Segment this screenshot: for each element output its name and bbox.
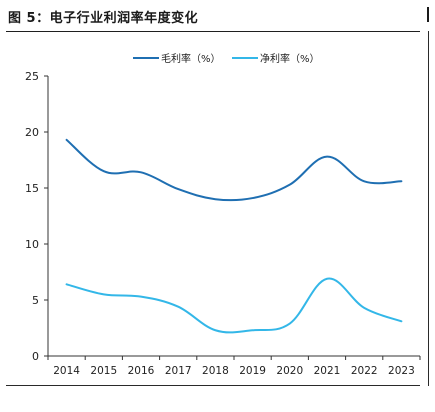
x-tick-label: 2022 xyxy=(351,365,378,377)
axes: 0 5 10 15 20 25 2014 2015 2016 2017 2018 2019 2020 20… xyxy=(25,70,421,377)
x-tick-label: 2020 xyxy=(276,365,303,377)
y-tick-label: 15 xyxy=(25,182,39,195)
legend-label-1: 毛利率（%） xyxy=(161,52,221,65)
legend-label-2: 净利率（%） xyxy=(260,52,320,65)
series-lines xyxy=(65,138,403,334)
x-tick-label: 2017 xyxy=(165,365,192,377)
y-tick-label: 0 xyxy=(32,350,39,363)
series-line-1 xyxy=(65,138,403,202)
series-line-2 xyxy=(65,277,403,334)
x-tick-label: 2018 xyxy=(202,365,229,377)
x-tick-label: 2023 xyxy=(388,365,415,377)
figure-bottom-rule xyxy=(6,385,420,386)
x-tick-label: 2014 xyxy=(53,365,80,377)
x-tick-label: 2015 xyxy=(90,365,117,377)
title-rule xyxy=(6,31,420,32)
x-tick-label: 2019 xyxy=(239,365,266,377)
legend: 毛利率（%） 净利率（%） xyxy=(133,52,320,65)
x-tick-label: 2016 xyxy=(128,365,155,377)
y-tick-label: 25 xyxy=(25,70,39,83)
x-tick-label: 2021 xyxy=(314,365,341,377)
y-tick-label: 10 xyxy=(25,238,39,251)
y-tick-label: 5 xyxy=(32,294,39,307)
adjacent-figure-edge xyxy=(427,7,429,22)
adjacent-figure-border xyxy=(428,31,429,386)
figure-title: 图 5：电子行业利润率年度变化 xyxy=(8,11,199,26)
y-tick-label: 20 xyxy=(25,126,39,139)
